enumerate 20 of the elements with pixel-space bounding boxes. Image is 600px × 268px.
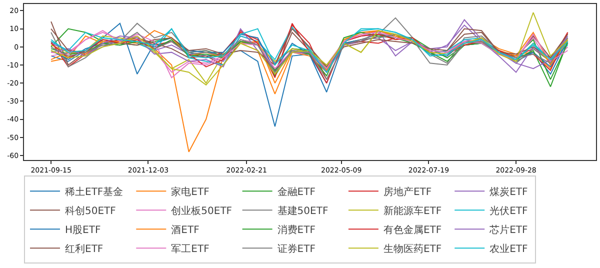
legend-label: 芯片ETF: [488, 224, 528, 236]
legend-label: 煤炭ETF: [490, 186, 528, 198]
legend-label: 房地产ETF: [383, 186, 432, 198]
legend-label: 新能源车ETF: [383, 205, 442, 217]
legend-label: H股ETF: [65, 225, 101, 236]
legend-label: 科创50ETF: [65, 205, 116, 217]
legend-label: 基建50ETF: [277, 205, 328, 217]
legend-label: 消费ETF: [277, 224, 316, 236]
legend-label: 稀土ETF基金: [65, 186, 124, 198]
legend-label: 军工ETF: [171, 244, 210, 255]
legend-label: 金融ETF: [277, 186, 316, 198]
legend-label: 红利ETF: [65, 243, 104, 255]
legend-label: 创业板50ETF: [171, 205, 232, 217]
legend-label: 农业ETF: [490, 243, 528, 255]
legend-label: 酒ETF: [171, 224, 200, 236]
legend-label: 生物医药ETF: [383, 243, 442, 255]
legend-label: 光伏ETF: [490, 205, 528, 217]
legend-label: 证券ETF: [277, 243, 316, 255]
legend-label: 家电ETF: [171, 186, 210, 198]
legend-label: 有色金属ETF: [383, 224, 442, 236]
